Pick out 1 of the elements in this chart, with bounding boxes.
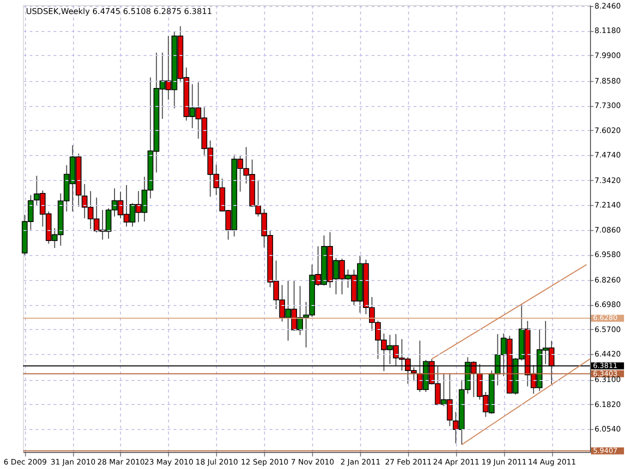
chart-title: USDSEK,Weekly 6.4745 6.5108 6.2875 6.3811 — [26, 7, 212, 16]
